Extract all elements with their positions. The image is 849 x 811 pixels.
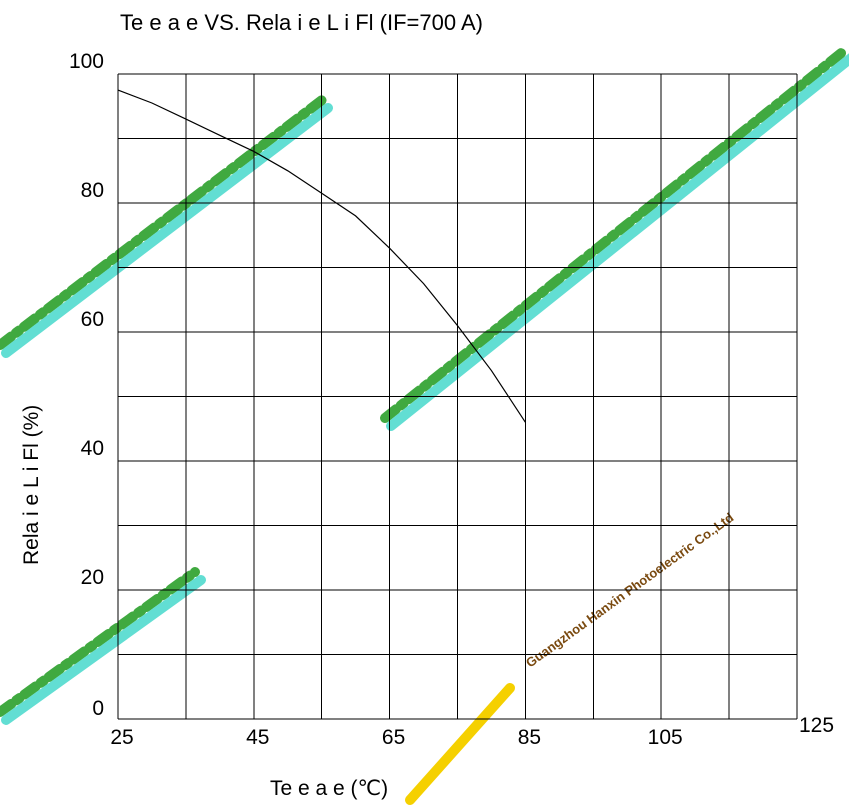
x-tick-label: 125 [799, 714, 834, 737]
y-axis-label: Rela i e L i Fl (%) [20, 405, 43, 565]
x-tick-labels: 25 45 65 85 105 125 [110, 714, 834, 749]
watermark-band [380, 45, 849, 423]
x-tick-label: 105 [648, 726, 683, 749]
y-tick-label: 80 [81, 179, 104, 202]
x-tick-label: 85 [518, 726, 541, 749]
x-tick-label: 45 [246, 726, 269, 749]
y-tick-label: 20 [81, 566, 104, 589]
watermark-logo [405, 683, 515, 805]
x-tick-label: 65 [382, 726, 405, 749]
watermark-layer: Guangzhou Hanxin Photoelectric Co.,Ltd [0, 45, 849, 805]
chart-grid [117, 73, 798, 720]
watermark-band [1, 103, 333, 358]
y-tick-labels: 0 20 40 60 80 100 [69, 50, 104, 720]
y-tick-label: 40 [81, 437, 104, 460]
chart-title: Te e a e VS. Rela i e L i Fl (IF=700 A) [120, 10, 483, 35]
x-axis-label: Te e a e (℃) [270, 777, 388, 800]
x-tick-label: 25 [110, 726, 133, 749]
y-tick-label: 0 [92, 697, 104, 720]
y-tick-label: 100 [69, 50, 104, 73]
watermark-band [1, 575, 206, 725]
watermark-band [0, 95, 327, 350]
series-line [117, 89, 526, 423]
watermark-band [386, 53, 849, 431]
watermark-band [0, 567, 200, 717]
y-tick-label: 60 [81, 308, 104, 331]
